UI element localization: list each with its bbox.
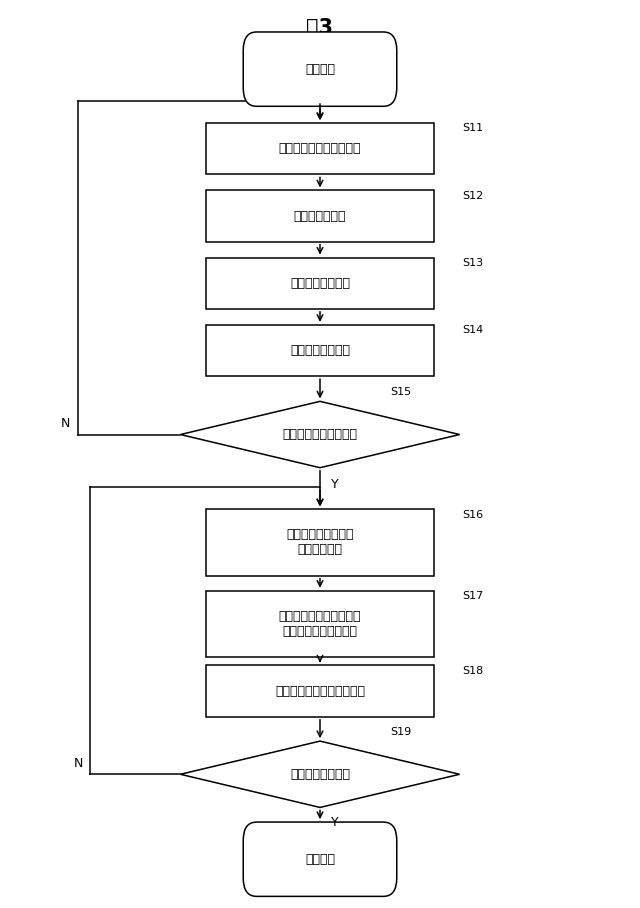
FancyBboxPatch shape — [206, 591, 434, 657]
Text: 標本データが属する
時間帯を特定: 標本データが属する 時間帯を特定 — [286, 528, 354, 557]
Text: S15: S15 — [390, 387, 411, 397]
Text: Y: Y — [332, 816, 339, 829]
Text: 全標本で処理終了: 全標本で処理終了 — [290, 768, 350, 781]
Text: N: N — [61, 417, 70, 430]
Text: Y: Y — [332, 479, 339, 491]
Text: S11: S11 — [463, 123, 484, 133]
Text: 通し番号をインクリメント: 通し番号をインクリメント — [275, 685, 365, 697]
Text: 旅行時間等の算出: 旅行時間等の算出 — [290, 277, 350, 290]
FancyBboxPatch shape — [206, 258, 434, 309]
Text: S14: S14 — [463, 325, 484, 335]
Text: プローブ情報の読み出し: プローブ情報の読み出し — [279, 143, 361, 155]
Text: S17: S17 — [463, 591, 484, 601]
FancyBboxPatch shape — [206, 191, 434, 242]
Text: 処理開始: 処理開始 — [305, 63, 335, 75]
Text: S16: S16 — [463, 509, 484, 519]
Text: 走行道路の特定: 走行道路の特定 — [294, 210, 346, 222]
Text: 処理終了: 処理終了 — [305, 853, 335, 865]
Text: N: N — [74, 757, 83, 770]
FancyBboxPatch shape — [206, 509, 434, 576]
Text: S18: S18 — [463, 666, 484, 676]
FancyBboxPatch shape — [243, 32, 397, 106]
Text: 図3: 図3 — [307, 17, 333, 37]
Text: S12: S12 — [463, 191, 484, 201]
FancyBboxPatch shape — [243, 822, 397, 896]
Polygon shape — [180, 741, 460, 807]
Polygon shape — [180, 401, 460, 468]
Text: S13: S13 — [463, 258, 484, 268]
FancyBboxPatch shape — [206, 666, 434, 716]
Text: 標本数、ヒストグラムを
１だけインクリメント: 標本数、ヒストグラムを １だけインクリメント — [279, 610, 361, 638]
Text: 標本データの生成: 標本データの生成 — [290, 344, 350, 357]
Text: 全プローブで処理終了: 全プローブで処理終了 — [282, 428, 358, 441]
FancyBboxPatch shape — [206, 325, 434, 376]
Text: S19: S19 — [390, 726, 411, 736]
FancyBboxPatch shape — [206, 123, 434, 174]
